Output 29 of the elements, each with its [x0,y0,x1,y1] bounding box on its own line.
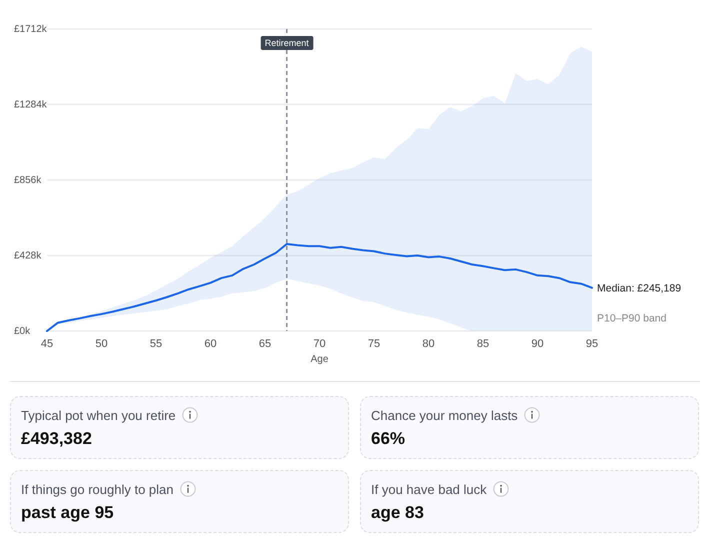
text: If things go roughly to plan [21,482,174,496]
x-tick-label: 85 [476,338,490,350]
text: P10–P90 band [597,312,667,325]
text: age 83 [371,503,425,523]
x-axis-title: Age [310,354,329,365]
text: £493,382 [21,429,93,449]
text: Chance your money lasts [371,408,518,422]
ref-line-label: Retirement [264,38,310,48]
line-series [46,243,593,332]
x-tick-label: 95 [586,338,598,350]
x-tick-label: 70 [313,338,326,350]
text: If you have bad luck [371,482,487,496]
x-tick-label: 45 [40,338,54,350]
annotation: Median: £245,189 [597,282,682,295]
y-tick-label: £0k [14,326,32,338]
y-tick-label: £1712k [14,24,48,36]
x-tick-label: 50 [95,338,108,350]
text: 66% [371,429,406,449]
text: past age 95 [21,503,115,523]
y-tick-label: £856k [14,175,42,186]
x-tick-label: 55 [150,338,162,350]
x-tick-label: 60 [204,338,217,350]
y-tick-label: £428k [14,250,42,262]
text: Typical pot when you retire [21,408,176,422]
y-tick-label: £1284k [14,100,48,111]
x-tick-label: 75 [368,338,380,350]
x-tick-label: 80 [422,338,435,350]
x-tick-label: 90 [531,338,544,350]
x-tick-label: 65 [258,338,272,350]
